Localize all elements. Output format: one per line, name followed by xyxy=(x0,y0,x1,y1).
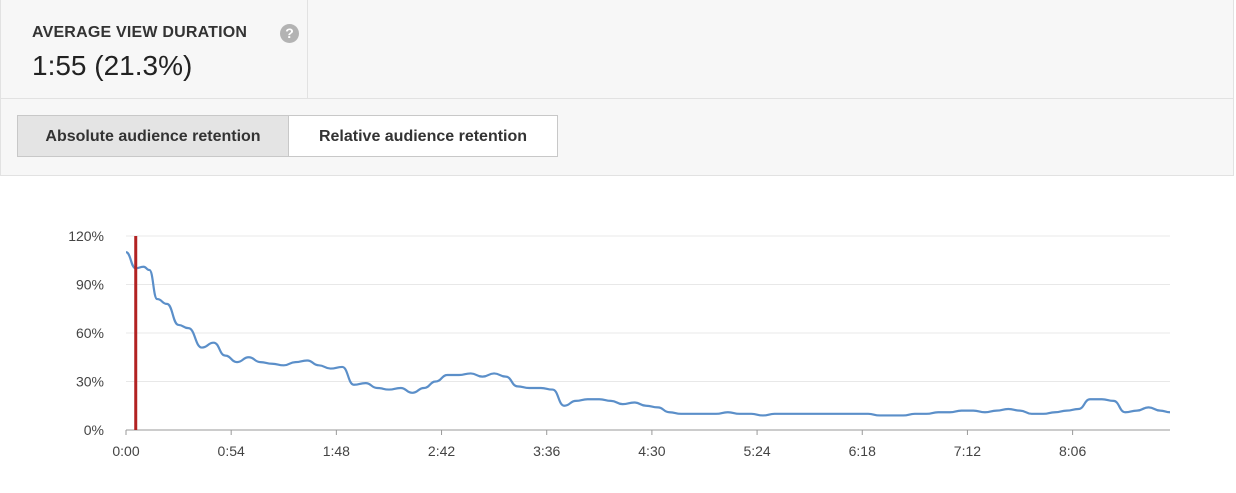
y-tick-label: 30% xyxy=(76,374,104,390)
x-tick-label: 0:00 xyxy=(112,443,139,459)
x-tick-label: 3:36 xyxy=(533,443,560,459)
retention-toggle-bar: Absolute audience retention Relative aud… xyxy=(0,99,1234,176)
x-tick-label: 5:24 xyxy=(743,443,770,459)
metric-label: AVERAGE VIEW DURATION xyxy=(32,24,248,41)
x-tick-label: 4:30 xyxy=(638,443,665,459)
tab-relative-audience-retention[interactable]: Relative audience retention xyxy=(288,115,558,157)
y-tick-label: 60% xyxy=(76,325,104,341)
x-tick-label: 7:12 xyxy=(954,443,981,459)
audience-retention-chart: 0% 30% 60% 90% 120% 0:00 0:54 1:48 2:42 3:36 4:30 5… xyxy=(0,176,1236,488)
x-tick-label: 0:54 xyxy=(218,443,245,459)
retention-series-line xyxy=(125,251,1171,417)
average-view-duration-card: AVERAGE VIEW DURATION ? 1:55 (21.3%) xyxy=(1,0,308,98)
x-tick-label: 1:48 xyxy=(323,443,350,459)
retention-chart-svg: 0% 30% 60% 90% 120% 0:00 0:54 1:48 2:42 3:36 4:30 5… xyxy=(68,228,1171,459)
x-tick-label: 8:06 xyxy=(1059,443,1086,459)
metric-value: 1:55 (21.3%) xyxy=(32,50,193,81)
y-tick-label: 90% xyxy=(76,277,104,293)
y-tick-label: 120% xyxy=(68,228,104,244)
question-circle-icon[interactable]: ? xyxy=(280,24,299,43)
x-tick-label: 6:18 xyxy=(849,443,876,459)
tab-absolute-audience-retention[interactable]: Absolute audience retention xyxy=(17,115,289,157)
metrics-panel: AVERAGE VIEW DURATION ? 1:55 (21.3%) xyxy=(0,0,1234,99)
y-tick-label: 0% xyxy=(84,422,104,438)
x-tick-label: 2:42 xyxy=(428,443,455,459)
